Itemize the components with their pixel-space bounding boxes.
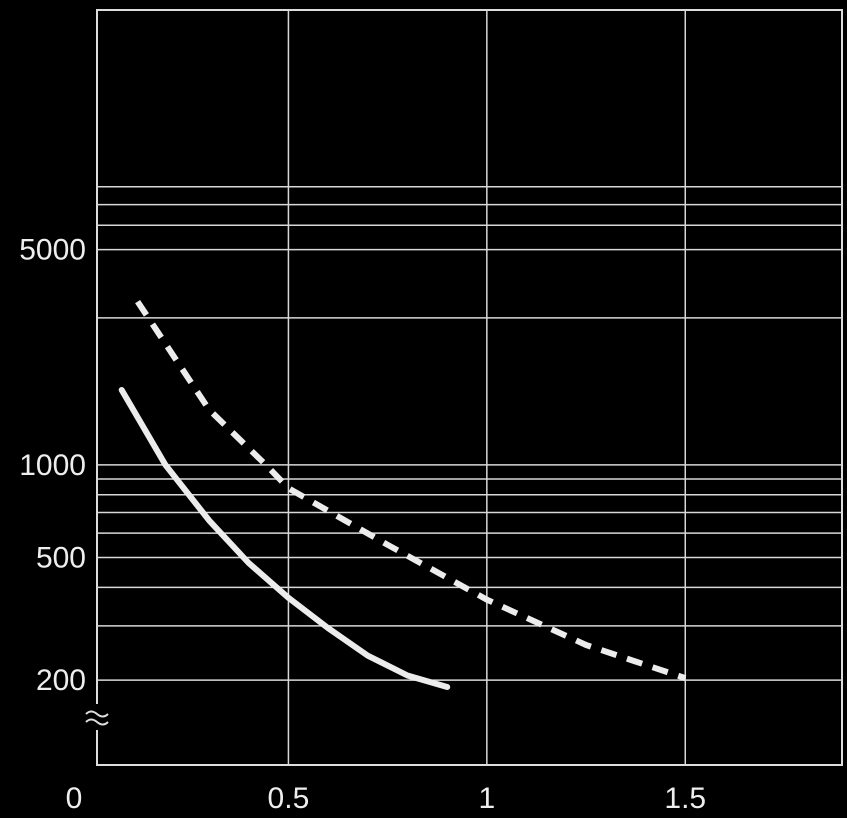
y-tick-label: 500 xyxy=(36,541,86,574)
x-tick-label: 0 xyxy=(66,782,83,815)
axis-break xyxy=(85,704,109,730)
y-tick-label: 5000 xyxy=(19,234,86,267)
x-tick-label: 1.5 xyxy=(664,782,706,815)
x-tick-label: 1 xyxy=(478,782,495,815)
x-tick-label: 0.5 xyxy=(268,782,310,815)
y-tick-label: 200 xyxy=(36,664,86,697)
data-line xyxy=(135,299,687,681)
y-tick-label: 1000 xyxy=(19,449,86,482)
plot-frame xyxy=(96,9,843,766)
data-line xyxy=(118,387,451,690)
